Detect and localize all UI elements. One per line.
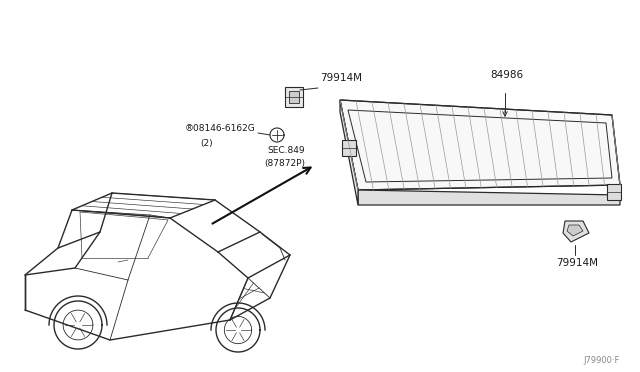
Text: (2): (2) [200, 138, 212, 148]
Text: (87872P): (87872P) [264, 158, 305, 167]
Polygon shape [358, 190, 620, 205]
Polygon shape [567, 225, 583, 236]
Polygon shape [285, 87, 303, 107]
Text: ®08146-6162G: ®08146-6162G [185, 124, 256, 132]
Polygon shape [340, 100, 358, 205]
Polygon shape [563, 221, 589, 242]
Text: J79900·F: J79900·F [584, 356, 620, 365]
Text: 79914M: 79914M [556, 258, 598, 268]
Polygon shape [607, 184, 621, 200]
Text: 84986: 84986 [490, 70, 523, 80]
Text: 79914M: 79914M [320, 73, 362, 83]
Polygon shape [340, 100, 620, 190]
Text: SEC.849: SEC.849 [267, 145, 305, 154]
Polygon shape [342, 140, 356, 156]
Polygon shape [289, 91, 299, 103]
